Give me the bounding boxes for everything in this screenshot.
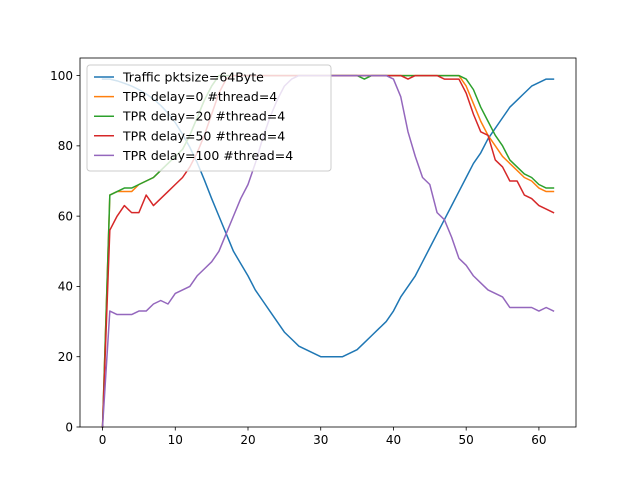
x-tick-label: 0 (99, 433, 107, 447)
x-tick-label: 50 (459, 433, 474, 447)
axes-layer: 0 10 20 30 40 50 60 0 20 40 60 80 100 (50, 57, 577, 447)
x-tick-label: 30 (313, 433, 328, 447)
legend-label-5: TPR delay=100 #thread=4 (122, 148, 293, 163)
y-tick-label: 80 (58, 139, 73, 153)
x-tick-label: 40 (386, 433, 401, 447)
y-tick-label: 0 (65, 420, 73, 434)
legend-label-4: TPR delay=50 #thread=4 (122, 128, 285, 143)
x-tick-label: 20 (240, 433, 255, 447)
y-tick-label: 60 (58, 209, 73, 223)
legend-label-3: TPR delay=20 #thread=4 (122, 109, 285, 124)
legend: Traffic pktsize=64Byte TPR delay=0 #threa… (86, 64, 332, 172)
y-tick-label: 40 (58, 280, 73, 294)
x-tick-label: 10 (168, 433, 183, 447)
legend-box (86, 64, 332, 172)
legend-label-1: Traffic pktsize=64Byte (122, 70, 264, 85)
x-tick-label: 60 (531, 433, 546, 447)
legend-label-2: TPR delay=0 #thread=4 (122, 89, 277, 104)
axes-frame (79, 57, 577, 428)
y-tick-label: 100 (50, 69, 73, 83)
y-tick-label: 20 (58, 350, 73, 364)
